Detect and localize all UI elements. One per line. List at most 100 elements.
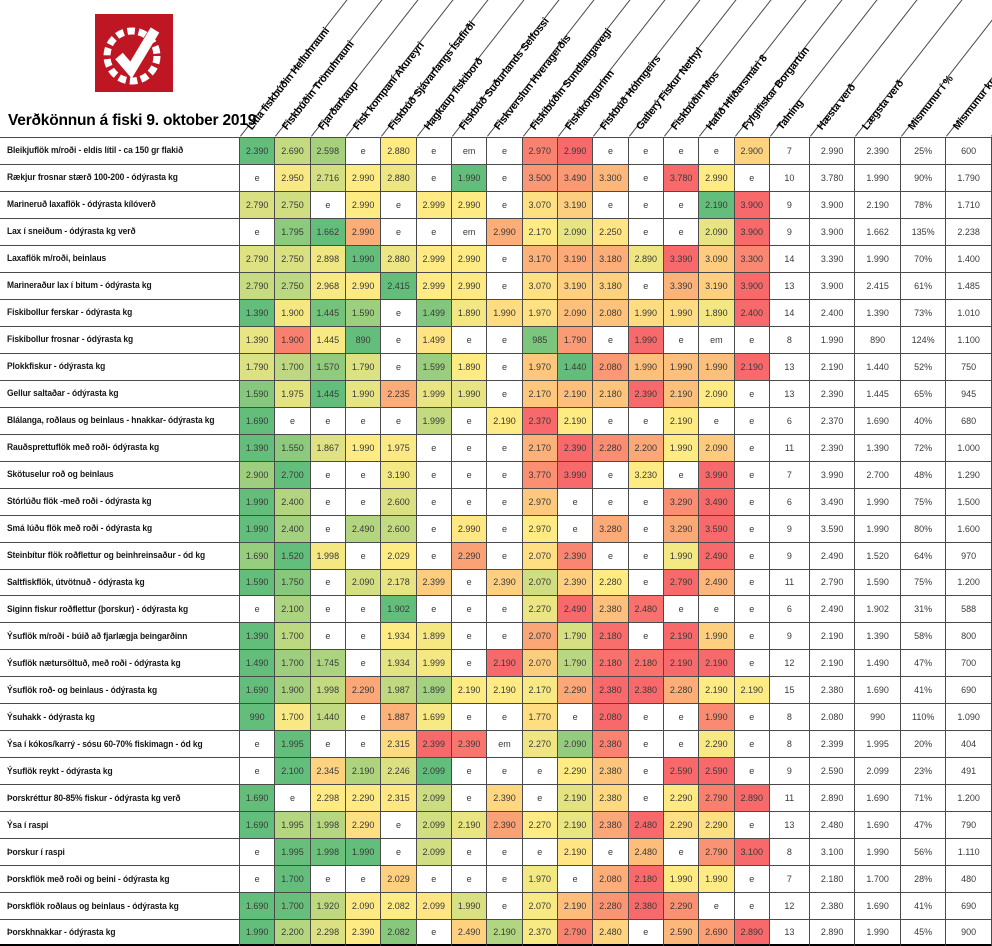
price-cell: 890 (345, 326, 382, 354)
price-cell: em (699, 326, 735, 354)
price-cell: 1.900 (275, 326, 311, 354)
talning-cell: 7 (769, 461, 810, 489)
price-cell: 2.290 (557, 758, 594, 786)
talning-cell: 10 (769, 164, 810, 192)
price-cell: 2.290 (557, 677, 594, 705)
price-cell: 2.990 (487, 218, 523, 246)
price-cell: 2.070 (522, 650, 558, 678)
price-cell: e (628, 191, 664, 219)
price-cell: e (734, 407, 770, 435)
haesta-verd-cell: 2.990 (809, 138, 856, 165)
price-cell: 2.315 (381, 731, 417, 759)
price-cell: 2.990 (557, 138, 594, 165)
row-label: Lax í sneiðum - ódýrasta kg verð (0, 218, 240, 246)
price-cell: e (557, 704, 594, 732)
price-cell: e (734, 866, 770, 894)
price-cell: 2.480 (593, 920, 629, 946)
row-label-text: Marineraður lax í bitum - ódýrasta kg (7, 280, 152, 292)
price-cell: em (451, 218, 488, 246)
price-cell: e (416, 164, 452, 192)
price-cell: 1.990 (699, 623, 735, 651)
price-cell: e (310, 407, 346, 435)
price-cell: e (663, 461, 700, 489)
price-cell: 1.990 (451, 164, 488, 192)
price-cell: 2.080 (593, 704, 629, 732)
price-cell: e (381, 218, 417, 246)
mismunur-pct-cell: 135% (900, 218, 947, 246)
price-cell: 1.998 (310, 812, 346, 840)
price-cell: e (593, 488, 629, 516)
price-cell: 3.090 (699, 245, 735, 273)
row-label-text: Ýsa í raspi (7, 819, 49, 831)
table-row: Ýsuflök reykt - ódýrasta kg e 2.100 2.345 2.… (0, 758, 992, 786)
price-cell: e (557, 488, 594, 516)
laegsta-verd-cell: 2.099 (855, 758, 901, 786)
price-cell: e (487, 272, 523, 300)
price-cell: 1.790 (345, 353, 382, 381)
price-cell: e (734, 542, 770, 570)
price-cell: 3.070 (522, 272, 558, 300)
price-cell: 1.440 (557, 353, 594, 381)
haesta-verd-cell: 2.190 (809, 650, 856, 678)
mismunur-pct-cell: 75% (900, 488, 947, 516)
price-cell: 2.280 (593, 893, 629, 921)
price-cell: 2.190 (557, 839, 594, 867)
price-cell: e (240, 758, 276, 786)
price-cell: e (593, 542, 629, 570)
price-cell: 1.490 (240, 650, 276, 678)
price-cell: e (522, 839, 558, 867)
haesta-verd-cell: 2.490 (809, 542, 856, 570)
mismunur-kr-cell: 491 (946, 758, 992, 786)
price-cell: 2.090 (345, 893, 382, 921)
price-cell: 1.700 (275, 866, 311, 894)
price-cell: e (381, 839, 417, 867)
row-label-text: Fiskibollur ferskar - ódýrasta kg (7, 307, 133, 319)
price-cell: e (451, 596, 488, 624)
row-label: Marineruð laxaflök - ódýrasta kílóverð (0, 191, 240, 219)
price-cell: 1.440 (310, 704, 346, 732)
price-cell: e (734, 515, 770, 543)
price-cell: e (487, 704, 523, 732)
price-cell: 1.990 (699, 353, 735, 381)
price-cell: e (345, 542, 382, 570)
price-cell: 2.190 (699, 677, 735, 705)
talning-cell: 11 (769, 569, 810, 597)
haesta-verd-cell: 3.100 (809, 839, 856, 867)
price-cell: e (451, 758, 488, 786)
price-cell: 2.298 (310, 785, 346, 813)
laegsta-verd-cell: 990 (855, 704, 901, 732)
price-cell: 3.490 (699, 488, 735, 516)
talning-cell: 6 (769, 407, 810, 435)
price-cell: 1.700 (275, 623, 311, 651)
price-cell: e (734, 758, 770, 786)
haesta-verd-cell: 3.900 (809, 272, 856, 300)
row-label: Ýsuflök roð- og beinlaus - ódýrasta kg (0, 677, 240, 705)
price-cell: 2.170 (522, 380, 558, 408)
price-cell: e (345, 704, 382, 732)
price-cell: 2.898 (310, 245, 346, 273)
price-cell: 2.190 (663, 650, 700, 678)
row-label-text: Þorskflök roðlaus og beinlaus - ódýrasta… (7, 900, 179, 912)
laegsta-verd-cell: 1.995 (855, 731, 901, 759)
price-cell: e (381, 353, 417, 381)
price-cell: 2.099 (416, 785, 452, 813)
price-cell: e (416, 596, 452, 624)
price-cell: 2.200 (275, 920, 311, 946)
price-cell: 2.100 (275, 758, 311, 786)
price-cell: 1.690 (240, 677, 276, 705)
price-cell: 2.890 (628, 245, 664, 273)
price-cell: e (487, 164, 523, 192)
row-label-text: Saltfiskflök, útvötnuð - ódýrasta kg (7, 576, 145, 588)
price-cell: e (345, 623, 382, 651)
haesta-verd-cell: 2.380 (809, 893, 856, 921)
table-row: Bleikjuflök m/roði - eldis lítil - ca 15… (0, 138, 992, 165)
price-cell: 2.190 (487, 407, 523, 435)
price-cell: 2.390 (557, 569, 594, 597)
price-cell: 2.490 (699, 569, 735, 597)
price-cell: 2.400 (275, 515, 311, 543)
price-cell: 2.180 (628, 866, 664, 894)
talning-cell: 14 (769, 299, 810, 327)
price-cell: 1.887 (381, 704, 417, 732)
table-row: Fiskibollur frosnar - ódýrasta kg 1.390 1.… (0, 326, 992, 354)
price-cell: 2.190 (451, 677, 488, 705)
